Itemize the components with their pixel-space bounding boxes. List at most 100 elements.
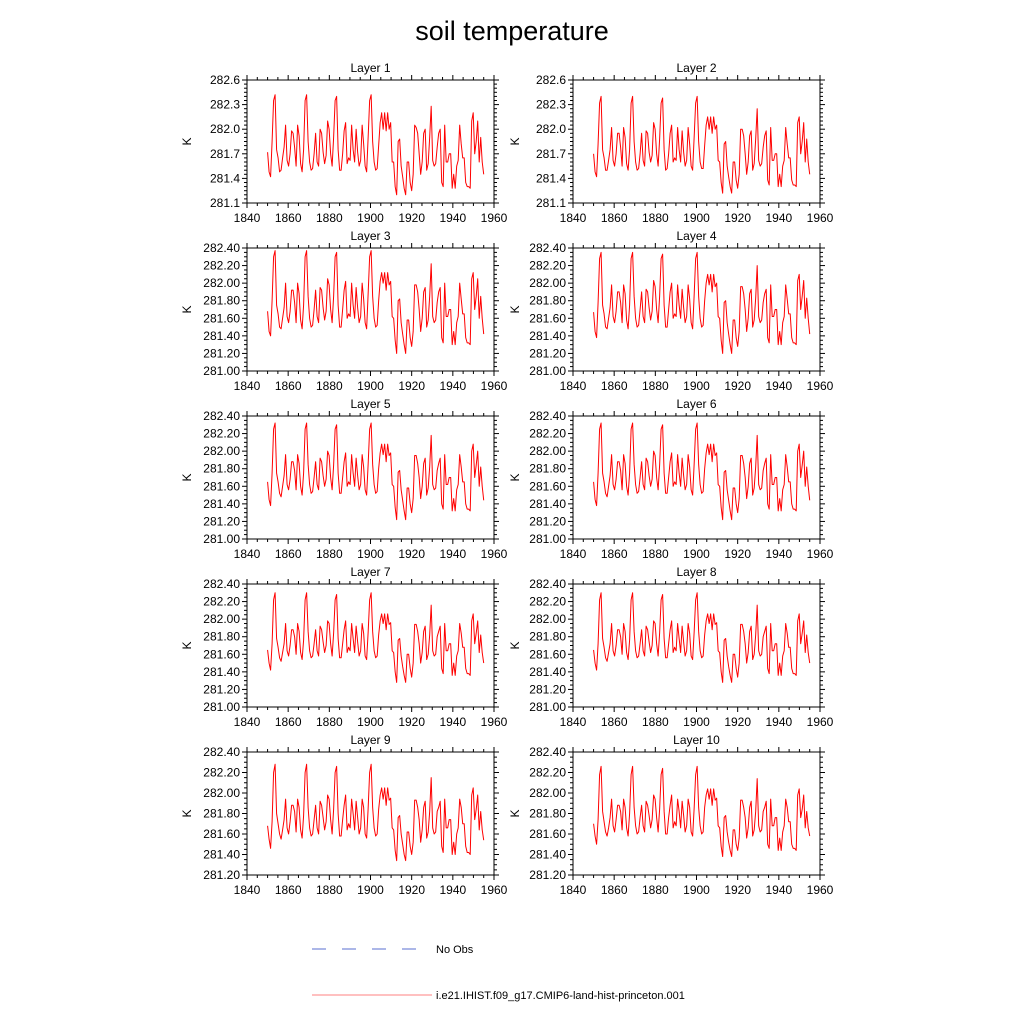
y-tick-label: 282.3 xyxy=(536,98,566,112)
x-tick-label: 1860 xyxy=(601,547,628,561)
series-line-model xyxy=(593,765,811,858)
x-tick-label: 1860 xyxy=(601,379,628,393)
y-tick-label: 281.60 xyxy=(529,647,566,661)
y-tick-label: 282.20 xyxy=(203,595,240,609)
y-tick-label: 282.40 xyxy=(203,745,240,759)
y-axis-label: K xyxy=(508,809,522,817)
x-tick-label: 1860 xyxy=(275,883,302,897)
x-tick-label: 1900 xyxy=(357,715,384,729)
x-tick-label: 1880 xyxy=(642,211,669,225)
x-tick-label: 1940 xyxy=(439,211,466,225)
y-tick-label: 282.00 xyxy=(529,612,566,626)
panel-title: Layer 3 xyxy=(350,229,390,243)
y-axis-label: K xyxy=(508,641,522,649)
y-axis-label: K xyxy=(508,137,522,145)
x-tick-label: 1840 xyxy=(234,883,261,897)
x-tick-label: 1900 xyxy=(683,547,710,561)
y-axis-label: K xyxy=(508,473,522,481)
series-line-model xyxy=(267,763,485,862)
x-tick-label: 1960 xyxy=(481,379,508,393)
y-tick-label: 282.6 xyxy=(210,73,240,87)
y-tick-label: 281.00 xyxy=(203,532,240,546)
y-tick-label: 281.20 xyxy=(529,682,566,696)
figure-title: soil temperature xyxy=(415,16,609,46)
panel-layer-9: Layer 9 1840 1860 1880 1900 1920 1940 1960 281.2… xyxy=(180,733,508,897)
y-tick-label: 281.00 xyxy=(203,700,240,714)
y-tick-label: 281.4 xyxy=(210,171,240,185)
x-tick-label: 1840 xyxy=(234,715,261,729)
x-tick-label: 1960 xyxy=(481,547,508,561)
y-tick-label: 281.7 xyxy=(210,147,240,161)
x-tick-label: 1900 xyxy=(357,547,384,561)
x-tick-label: 1860 xyxy=(275,211,302,225)
y-tick-label: 281.4 xyxy=(536,171,566,185)
y-tick-label: 281.60 xyxy=(203,827,240,841)
x-tick-label: 1900 xyxy=(683,715,710,729)
y-tick-label: 281.80 xyxy=(529,462,566,476)
y-tick-label: 281.00 xyxy=(529,532,566,546)
panel-layer-5: Layer 5 1840 1860 1880 1900 1920 1940 1960 281.0… xyxy=(180,397,508,561)
panel-title: Layer 10 xyxy=(673,733,720,747)
series-line-model xyxy=(593,592,811,683)
x-tick-label: 1880 xyxy=(642,547,669,561)
series-line-model xyxy=(267,422,485,521)
x-tick-label: 1940 xyxy=(765,715,792,729)
x-tick-label: 1880 xyxy=(316,715,343,729)
panels-grid: Layer 1 1840 1860 1880 1900 1920 1940 1960 281.1… xyxy=(180,61,834,897)
panel-title: Layer 1 xyxy=(350,61,390,75)
x-tick-label: 1920 xyxy=(398,547,425,561)
panel-title: Layer 4 xyxy=(676,229,716,243)
panel-layer-8: Layer 8 1840 1860 1880 1900 1920 1940 1960 281.0… xyxy=(508,565,834,729)
x-tick-label: 1880 xyxy=(642,379,669,393)
y-tick-label: 281.20 xyxy=(529,868,566,882)
y-tick-label: 281.80 xyxy=(203,807,240,821)
y-tick-label: 281.40 xyxy=(529,329,566,343)
y-tick-label: 282.0 xyxy=(536,122,566,136)
x-tick-label: 1840 xyxy=(560,547,587,561)
y-tick-label: 282.00 xyxy=(203,786,240,800)
panel-title: Layer 5 xyxy=(350,397,390,411)
y-tick-label: 281.20 xyxy=(203,346,240,360)
y-tick-label: 281.80 xyxy=(203,294,240,308)
panel-layer-3: Layer 3 1840 1860 1880 1900 1920 1940 1960 281.0… xyxy=(180,229,508,393)
y-axis-label: K xyxy=(180,137,194,145)
x-tick-label: 1900 xyxy=(357,379,384,393)
x-tick-label: 1920 xyxy=(724,715,751,729)
y-tick-label: 282.40 xyxy=(529,745,566,759)
y-tick-label: 281.80 xyxy=(203,462,240,476)
y-tick-label: 282.00 xyxy=(529,786,566,800)
y-tick-label: 281.7 xyxy=(536,147,566,161)
y-tick-label: 282.40 xyxy=(203,241,240,255)
x-tick-label: 1880 xyxy=(316,883,343,897)
y-tick-label: 281.40 xyxy=(203,497,240,511)
x-tick-label: 1860 xyxy=(601,883,628,897)
series-line-model xyxy=(593,422,811,521)
y-tick-label: 281.60 xyxy=(203,647,240,661)
y-axis-label: K xyxy=(180,305,194,313)
y-tick-label: 281.40 xyxy=(529,848,566,862)
y-tick-label: 281.40 xyxy=(203,329,240,343)
x-tick-label: 1920 xyxy=(724,211,751,225)
y-tick-label: 282.20 xyxy=(529,595,566,609)
x-tick-label: 1940 xyxy=(765,211,792,225)
y-tick-label: 281.40 xyxy=(529,665,566,679)
x-tick-label: 1920 xyxy=(398,715,425,729)
y-tick-label: 281.60 xyxy=(529,311,566,325)
y-tick-label: 281.1 xyxy=(210,196,240,210)
y-tick-label: 281.00 xyxy=(203,364,240,378)
panel-title: Layer 7 xyxy=(350,565,390,579)
x-tick-label: 1960 xyxy=(481,883,508,897)
x-tick-label: 1900 xyxy=(357,883,384,897)
legend-label-model: i.e21.IHIST.f09_g17.CMIP6-land-hist-prin… xyxy=(436,990,685,1002)
y-tick-label: 282.40 xyxy=(203,577,240,591)
series-line-model xyxy=(267,94,485,196)
y-tick-label: 282.40 xyxy=(529,577,566,591)
panel-layer-4: Layer 4 1840 1860 1880 1900 1920 1940 1960 281.0… xyxy=(508,229,834,393)
x-tick-label: 1960 xyxy=(807,379,834,393)
x-tick-label: 1900 xyxy=(683,883,710,897)
y-tick-label: 281.40 xyxy=(203,848,240,862)
x-tick-label: 1880 xyxy=(316,211,343,225)
y-tick-label: 281.80 xyxy=(529,294,566,308)
x-tick-label: 1860 xyxy=(275,547,302,561)
panel-title: Layer 6 xyxy=(676,397,716,411)
